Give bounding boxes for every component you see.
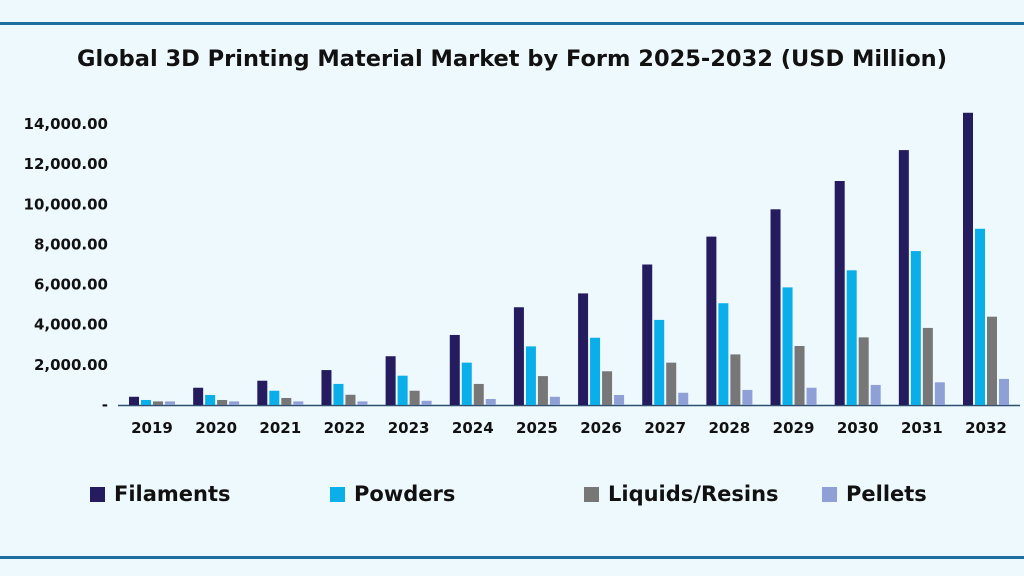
- bar-liquids-resins-2029: [794, 345, 805, 405]
- y-tick-label: 2,000.00: [34, 356, 108, 374]
- y-tick-label: -: [102, 396, 108, 414]
- y-tick-label: 14,000.00: [24, 115, 108, 133]
- bar-pellets-2019: [165, 401, 175, 405]
- bar-filaments-2020: [193, 387, 204, 405]
- bar-powders-2023: [397, 375, 408, 405]
- bar-powders-2031: [910, 251, 921, 405]
- bar-filaments-2031: [898, 150, 909, 405]
- bar-liquids-resins-2026: [602, 371, 613, 405]
- bar-powders-2027: [654, 319, 665, 405]
- bar-liquids-resins-2021: [281, 397, 292, 405]
- bar-filaments-2026: [578, 293, 589, 405]
- y-tick-label: 8,000.00: [34, 235, 108, 253]
- legend-swatch: [90, 486, 105, 502]
- bar-pellets-2027: [678, 392, 689, 405]
- legend-item: Pellets: [822, 482, 927, 506]
- bar-powders-2021: [269, 390, 280, 405]
- x-tick-label: 2028: [709, 419, 751, 437]
- bar-pellets-2020: [229, 401, 240, 405]
- bar-pellets-2026: [614, 394, 625, 405]
- bar-powders-2019: [141, 399, 151, 405]
- bar-filaments-2019: [129, 396, 139, 405]
- chart-title: Global 3D Printing Material Market by Fo…: [77, 46, 947, 72]
- legend-item: Liquids/Resins: [584, 482, 779, 506]
- bar-pellets-2021: [293, 401, 304, 405]
- y-tick-label: 4,000.00: [34, 316, 108, 334]
- bar-powders-2026: [590, 337, 601, 405]
- bar-pellets-2030: [870, 384, 881, 405]
- bar-powders-2025: [525, 346, 536, 405]
- bar-pellets-2022: [357, 401, 368, 405]
- bar-powders-2032: [975, 228, 985, 405]
- x-tick-label: 2032: [965, 419, 1007, 437]
- x-tick-label: 2026: [580, 419, 622, 437]
- x-tick-label: 2023: [388, 419, 430, 437]
- legend-label: Pellets: [846, 482, 927, 506]
- bar-powders-2030: [846, 270, 857, 405]
- legend-label: Powders: [354, 482, 456, 506]
- bar-pellets-2024: [485, 398, 496, 405]
- bar-filaments-2025: [513, 307, 524, 405]
- x-tick-label: 2025: [516, 419, 558, 437]
- legend-item: Powders: [330, 482, 455, 506]
- bar-liquids-resins-2032: [987, 316, 997, 405]
- x-tick-label: 2030: [837, 419, 879, 437]
- bar-filaments-2032: [963, 112, 973, 405]
- bar-liquids-resins-2019: [153, 401, 163, 405]
- legend-item: Filaments: [90, 482, 231, 506]
- bar-pellets-2025: [549, 396, 560, 405]
- bar-filaments-2028: [706, 236, 717, 405]
- bar-pellets-2028: [742, 389, 753, 405]
- y-tick-label: 6,000.00: [34, 276, 108, 294]
- bar-liquids-resins-2024: [473, 383, 484, 405]
- bar-powders-2024: [461, 362, 472, 405]
- y-tick-label: 10,000.00: [24, 195, 108, 213]
- bar-filaments-2027: [642, 264, 653, 405]
- bottom-rule: [0, 556, 1024, 559]
- bar-filaments-2023: [385, 356, 396, 405]
- bar-liquids-resins-2025: [537, 376, 548, 405]
- x-tick-label: 2019: [131, 419, 173, 437]
- bar-powders-2028: [718, 303, 729, 405]
- x-tick-label: 2020: [195, 419, 237, 437]
- legend-label: Liquids/Resins: [608, 482, 779, 506]
- bar-pellets-2031: [934, 382, 945, 405]
- bar-pellets-2032: [999, 378, 1009, 405]
- bar-pellets-2029: [806, 387, 817, 405]
- bar-filaments-2030: [834, 181, 845, 405]
- x-tick-label: 2031: [901, 419, 943, 437]
- bar-powders-2022: [333, 383, 344, 405]
- legend-swatch: [822, 486, 837, 502]
- bar-liquids-resins-2030: [858, 337, 869, 405]
- bar-powders-2029: [782, 287, 793, 405]
- bar-filaments-2024: [449, 334, 460, 405]
- bar-powders-2020: [205, 394, 216, 405]
- x-tick-label: 2029: [773, 419, 815, 437]
- bar-pellets-2023: [421, 400, 432, 405]
- x-tick-label: 2021: [259, 419, 301, 437]
- bar-filaments-2022: [321, 370, 332, 405]
- bar-filaments-2021: [257, 380, 268, 405]
- top-rule: [0, 22, 1024, 25]
- bar-liquids-resins-2020: [217, 399, 228, 405]
- y-tick-label: 12,000.00: [24, 155, 108, 173]
- bar-liquids-resins-2023: [409, 390, 420, 405]
- bar-liquids-resins-2022: [345, 394, 356, 405]
- bar-liquids-resins-2028: [730, 354, 741, 405]
- legend-swatch: [584, 486, 599, 502]
- bar-liquids-resins-2027: [666, 362, 677, 405]
- x-tick-label: 2022: [324, 419, 366, 437]
- legend-label: Filaments: [114, 482, 231, 506]
- legend-swatch: [330, 486, 345, 502]
- x-tick-label: 2024: [452, 419, 494, 437]
- bar-filaments-2029: [770, 209, 781, 405]
- bar-liquids-resins-2031: [922, 327, 933, 405]
- x-tick-label: 2027: [644, 419, 686, 437]
